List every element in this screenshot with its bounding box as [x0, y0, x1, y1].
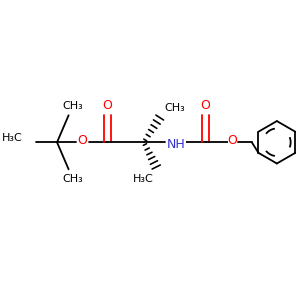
Text: CH₃: CH₃	[62, 100, 83, 111]
Text: H₃C: H₃C	[2, 134, 22, 143]
Text: O: O	[102, 99, 112, 112]
Text: CH₃: CH₃	[62, 174, 83, 184]
Text: NH: NH	[167, 138, 186, 151]
Text: O: O	[201, 99, 211, 112]
Text: CH₃: CH₃	[164, 103, 185, 112]
Text: O: O	[77, 134, 87, 147]
Text: O: O	[228, 134, 237, 147]
Text: H₃C: H₃C	[133, 174, 154, 184]
